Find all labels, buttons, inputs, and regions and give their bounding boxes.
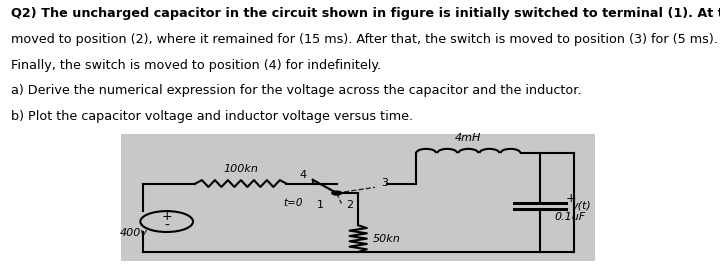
Text: b) Plot the capacitor voltage and inductor voltage versus time.: b) Plot the capacitor voltage and induct… — [11, 110, 413, 123]
Text: moved to position (2), where it remained for (15 ms). After that, the switch is : moved to position (2), where it remained… — [11, 33, 718, 45]
Text: 1: 1 — [316, 200, 323, 210]
Text: +: + — [566, 192, 577, 205]
Text: 100kn: 100kn — [223, 164, 258, 174]
Text: a) Derive the numerical expression for the voltage across the capacitor and the : a) Derive the numerical expression for t… — [11, 85, 581, 97]
Text: 400v: 400v — [120, 228, 148, 238]
FancyBboxPatch shape — [121, 134, 595, 261]
Text: 0.1uF: 0.1uF — [554, 212, 585, 222]
Text: 3: 3 — [381, 178, 388, 188]
Circle shape — [332, 191, 341, 195]
Text: -: - — [164, 219, 169, 233]
Text: Finally, the switch is moved to position (4) for indefinitely.: Finally, the switch is moved to position… — [11, 59, 381, 72]
Text: 4: 4 — [300, 170, 307, 180]
Text: Q2) The uncharged capacitor in the circuit shown in figure is initially switched: Q2) The uncharged capacitor in the circu… — [11, 7, 720, 20]
Text: 4mH: 4mH — [455, 133, 482, 143]
Text: 2: 2 — [346, 200, 354, 210]
Text: v(t): v(t) — [571, 200, 591, 210]
Text: 50kn: 50kn — [372, 234, 400, 244]
Text: +: + — [161, 210, 172, 223]
Text: t=0: t=0 — [284, 198, 303, 207]
